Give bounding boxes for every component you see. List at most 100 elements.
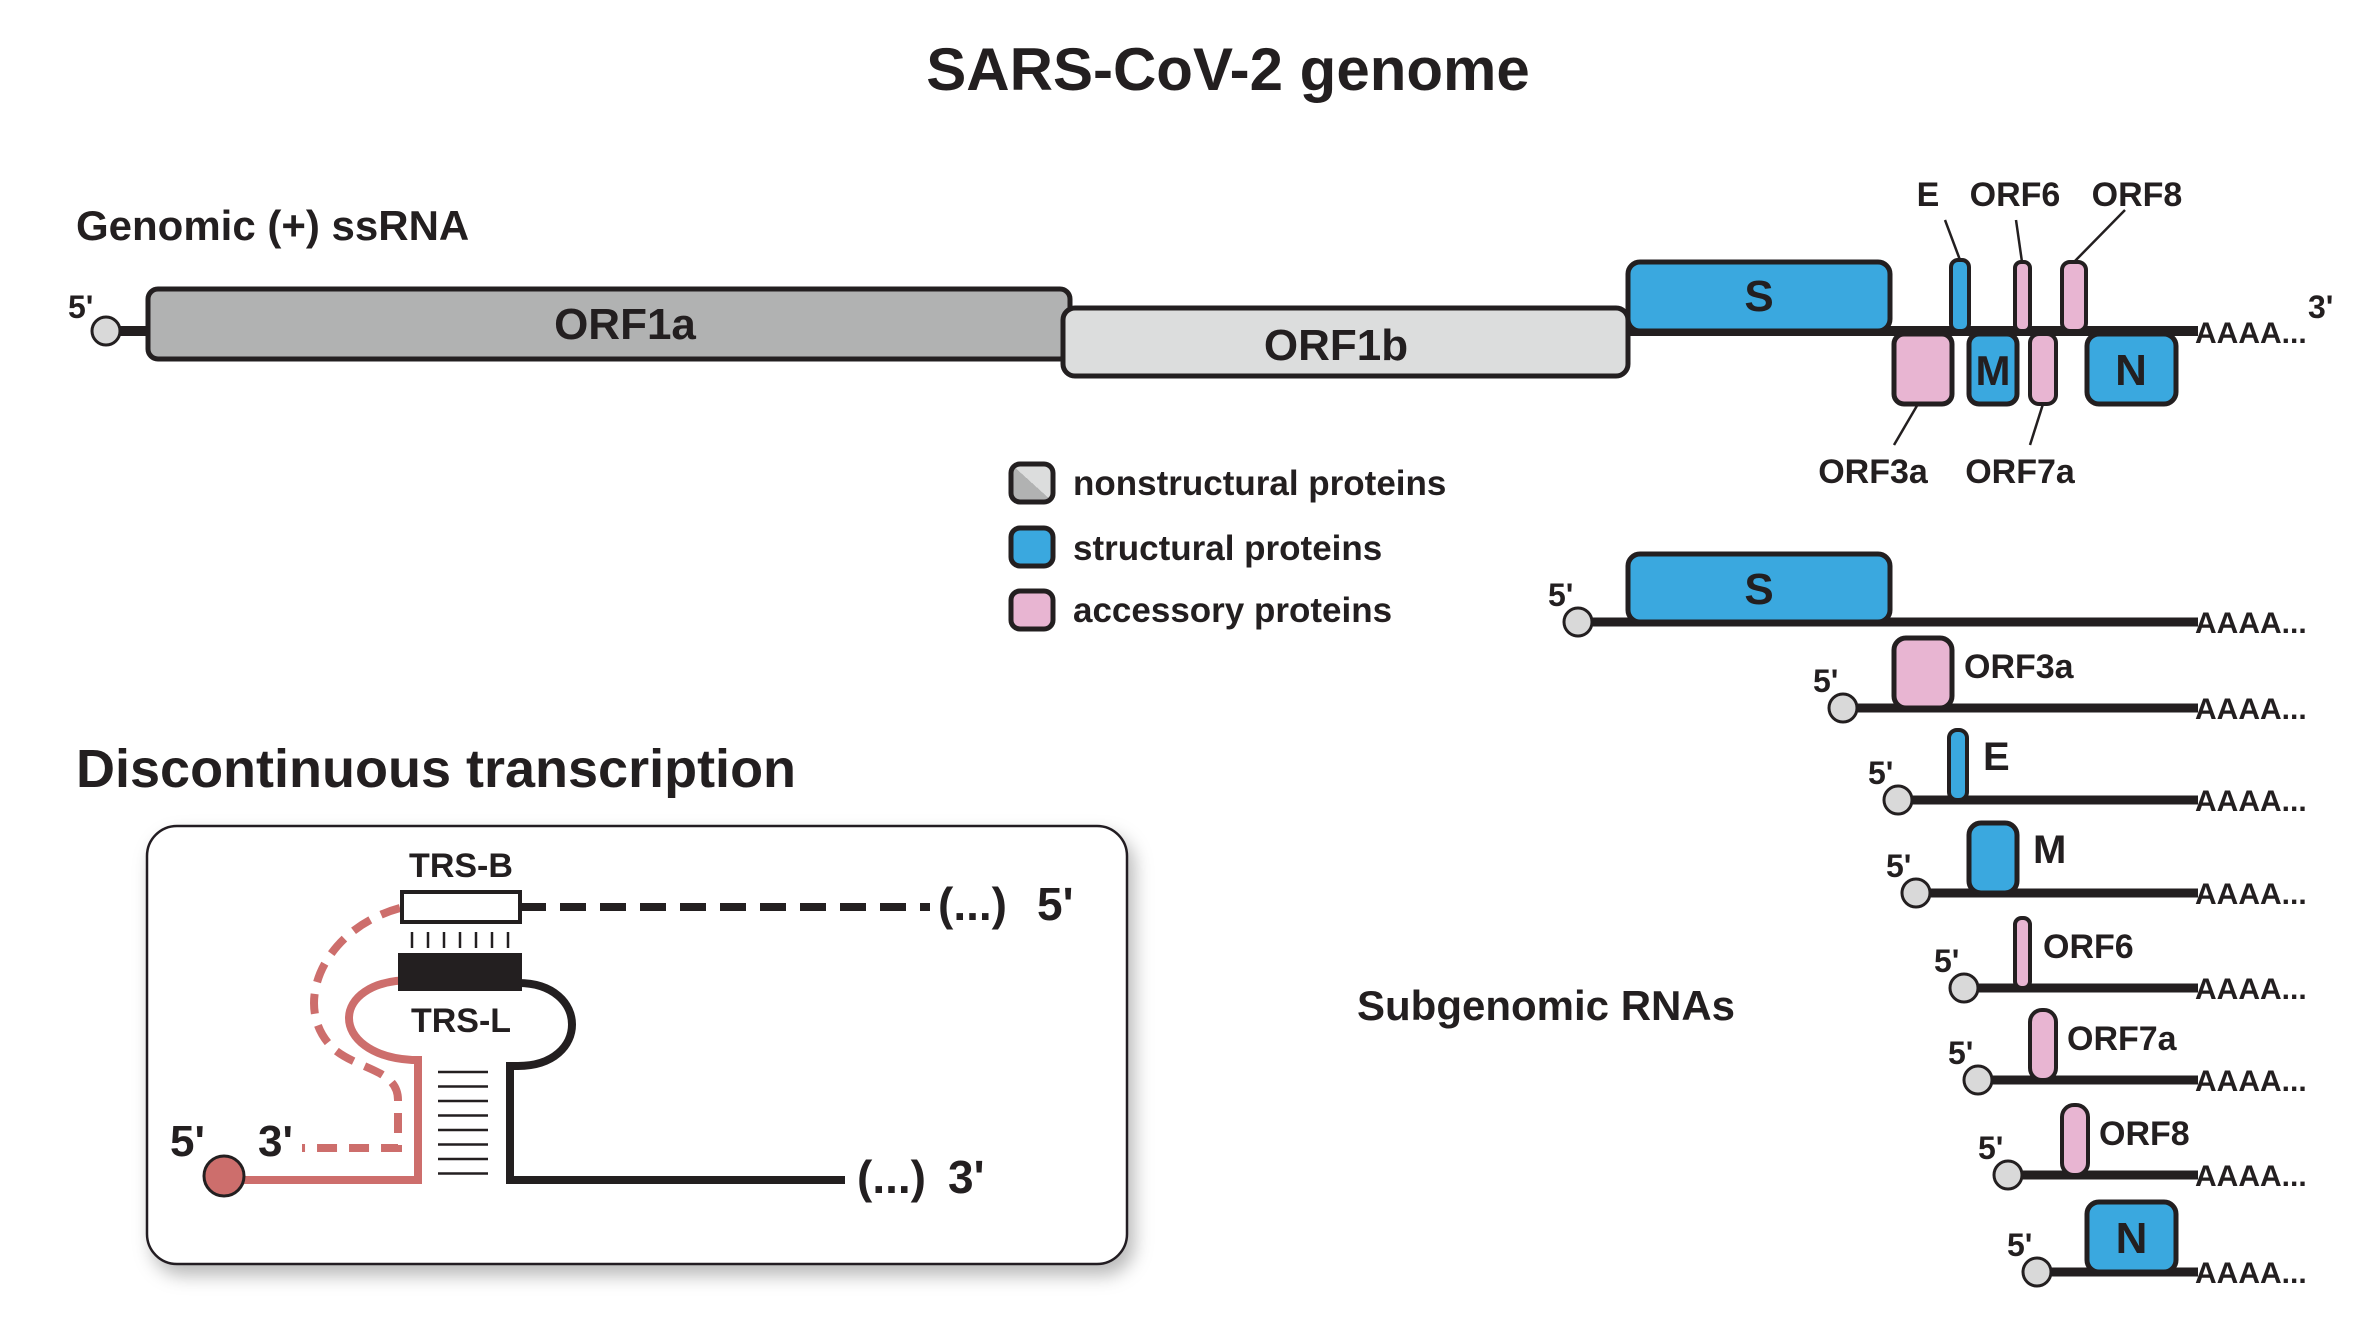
genomic-rna: Genomic (+) ssRNA 5' ORF1a ORF1b S M N E… [68, 176, 2333, 491]
legend-accessory-swatch [1008, 588, 1056, 632]
subgenomic-rna-s: 5' S AAAA... [1548, 551, 2307, 640]
subgenomic-5prime: 5' [1948, 1035, 1973, 1071]
orf7a-label: ORF7a [1965, 453, 2076, 491]
nascent-strand-dashed [302, 904, 402, 1152]
nascent-strand [224, 976, 452, 1184]
e-label: E [1917, 176, 1940, 214]
subgenomic-polyA: AAAA... [2195, 1065, 2307, 1098]
discontinuous-transcription: Discontinuous transcription TRS-B (...) … [76, 739, 1129, 1266]
subgenomic-label-orf8: ORF8 [2099, 1115, 2190, 1153]
orf1a-label: ORF1a [554, 300, 696, 349]
genomic-3prime: 3' [2308, 289, 2333, 325]
transcription-label: Discontinuous transcription [76, 739, 796, 799]
subgenomic-box-orf3a [1891, 635, 1955, 711]
subgenomic-5prime: 5' [1978, 1130, 2003, 1166]
s-label: S [1744, 272, 1773, 321]
five-prime-right: 5' [1037, 878, 1074, 930]
five-prime-left: 5' [170, 1117, 205, 1166]
legend-structural-swatch [1008, 525, 1056, 569]
orf3a-box [1891, 331, 1955, 407]
legend-nonstructural-label: nonstructural proteins [1073, 464, 1446, 503]
s-box [1625, 259, 1893, 334]
orf8-label: ORF8 [2092, 176, 2183, 214]
subgenomic-rna-n: 5' N AAAA... [2007, 1199, 2307, 1290]
orf1b-box [1060, 305, 1631, 379]
subgenomic-box-e [1947, 728, 1969, 802]
nascent-cap [202, 1154, 246, 1198]
ellipsis-top: (...) [938, 878, 1007, 930]
subgenomic-5prime: 5' [1548, 577, 1573, 613]
stem-pairing-lines [438, 1070, 488, 1175]
subgenomic-rna-orf3a: 5' ORF3a AAAA... [1813, 635, 2307, 726]
subgenomic-polyA: AAAA... [2195, 693, 2307, 726]
subgenomic-label-e: E [1983, 735, 2010, 779]
template-strand [452, 979, 845, 1184]
orf8-box [2060, 260, 2088, 333]
subgenomic-polyA: AAAA... [2195, 1257, 2307, 1290]
subgenomic-polyA: AAAA... [2195, 785, 2307, 818]
trs-b-box [400, 890, 522, 924]
subgenomic-rnas: Subgenomic RNAs 5' S AAAA... 5' ORF3a AAAA...… [1357, 551, 2307, 1290]
subgenomic-polyA: AAAA... [2195, 607, 2307, 640]
m-label: M [1976, 347, 2011, 394]
legend-nonstructural-swatch [1008, 461, 1056, 505]
subgenomic-box-m [1966, 820, 2020, 896]
subgenomic-box-orf7a [2028, 1008, 2058, 1082]
orf6-box [2013, 260, 2032, 333]
trs-l-box [398, 953, 522, 991]
ellipsis-bottom: (...) [857, 1151, 926, 1203]
genomic-cap [90, 315, 122, 347]
subgenomic-rna-e: 5' E AAAA... [1868, 728, 2307, 818]
orf7a-box [2028, 332, 2058, 406]
subgenomic-label-orf6: ORF6 [2043, 928, 2134, 966]
subgenomic-cap [1948, 972, 1980, 1004]
trs-l-label: TRS-L [411, 1002, 511, 1040]
subgenomic-cap [1900, 877, 1932, 909]
genomic-polyA: AAAA... [2195, 317, 2307, 350]
legend-structural-label: structural proteins [1073, 529, 1382, 568]
subgenomic-box-orf6 [2013, 916, 2032, 990]
subgenomic-5prime: 5' [1934, 943, 1959, 979]
subgenomic-5prime: 5' [2007, 1227, 2032, 1263]
genomic-5prime: 5' [68, 289, 93, 325]
subgenomic-label-orf3a: ORF3a [1964, 648, 2075, 686]
legend-accessory-label: accessory proteins [1073, 591, 1392, 630]
subgenomic-label-orf7a: ORF7a [2067, 1020, 2178, 1058]
genomic-label: Genomic (+) ssRNA [76, 202, 469, 249]
subgenomic-cap [1962, 1064, 1994, 1096]
orf3a-label: ORF3a [1818, 453, 1929, 491]
page-title: SARS-CoV-2 genome [926, 36, 1529, 103]
e-box [1949, 258, 1971, 333]
subgenomic-cap [1882, 784, 1914, 816]
subgenomic-rna-orf6: 5' ORF6 AAAA... [1934, 916, 2307, 1006]
subgenomic-box-orf8 [2060, 1103, 2090, 1177]
trs-pairing-ticks [410, 932, 510, 948]
subgenomic-label-n: N [2116, 1214, 2148, 1263]
subgenomic-box-s [1625, 551, 1893, 625]
subgenomic-label-s: S [1744, 565, 1773, 614]
subgenomic-cap [1992, 1159, 2024, 1191]
subgenomic-rna-orf7a: 5' ORF7a AAAA... [1948, 1008, 2307, 1098]
subgenomic-5prime: 5' [1813, 663, 1838, 699]
trs-b-label: TRS-B [409, 847, 513, 885]
subgenomic-cap [1827, 692, 1859, 724]
subgenomic-label-m: M [2033, 828, 2066, 872]
orf1b-label: ORF1b [1264, 321, 1408, 370]
orf6-label: ORF6 [1970, 176, 2061, 214]
subgenomic-polyA: AAAA... [2195, 973, 2307, 1006]
subgenomic-polyA: AAAA... [2195, 1160, 2307, 1193]
subgenomic-polyA: AAAA... [2195, 878, 2307, 911]
n-label: N [2115, 346, 2147, 395]
subgenomic-5prime: 5' [1886, 848, 1911, 884]
subgenomic-cap [1562, 606, 1594, 638]
m-box [1966, 331, 2020, 407]
legend: nonstructural proteins structural protei… [1008, 461, 1446, 632]
three-prime-bottom: 3' [948, 1151, 985, 1203]
subgenomic-rna-m: 5' M AAAA... [1886, 820, 2307, 911]
n-box [2084, 331, 2179, 407]
subgenomic-rna-orf8: 5' ORF8AAAA... [1978, 1103, 2307, 1193]
subgenomic-cap [2021, 1256, 2053, 1288]
subgenomic-5prime: 5' [1868, 755, 1893, 791]
three-prime-left: 3' [258, 1117, 293, 1166]
